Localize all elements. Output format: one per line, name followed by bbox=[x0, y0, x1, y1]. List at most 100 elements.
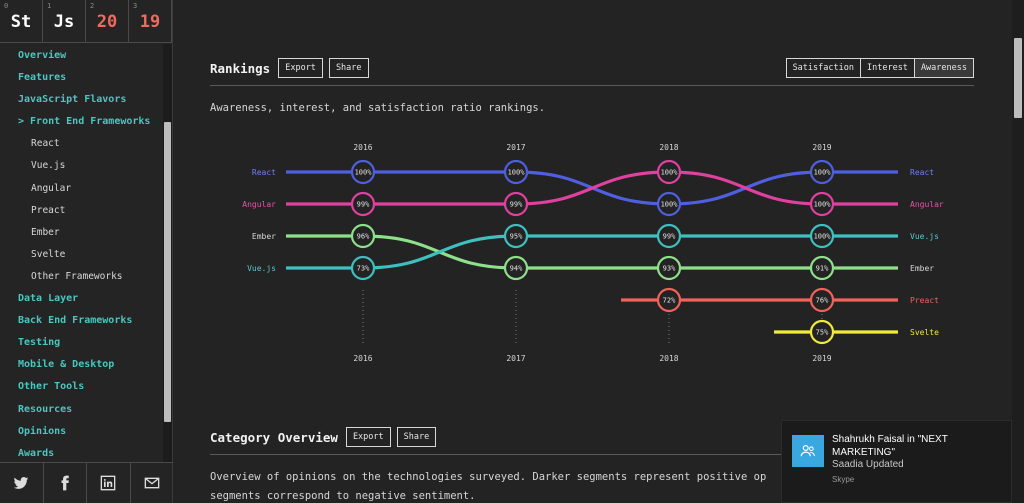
rankings-share-button[interactable]: Share bbox=[328, 58, 369, 78]
rankings-divider bbox=[210, 85, 974, 86]
page-scrollbar[interactable] bbox=[1012, 0, 1024, 503]
year-label-bottom: 2018 bbox=[659, 354, 678, 363]
rankings-header: Rankings Export Share bbox=[210, 58, 375, 78]
sidebar-subitem[interactable]: Ember bbox=[31, 226, 60, 238]
year-label-bottom: 2016 bbox=[353, 354, 372, 363]
rank-value-label: 99% bbox=[663, 233, 676, 241]
logo-cell-text: St bbox=[10, 11, 32, 32]
sidebar-subitem[interactable]: React bbox=[31, 138, 60, 150]
rank-node bbox=[656, 191, 682, 217]
year-label-top: 2016 bbox=[353, 143, 372, 152]
sidebar-item[interactable]: Opinions bbox=[18, 425, 67, 437]
sidebar-item[interactable]: Back End Frameworks bbox=[18, 315, 133, 327]
logo-cell-index: 3 bbox=[133, 2, 138, 10]
year-label-top: 2017 bbox=[506, 143, 525, 152]
rank-value-label: 100% bbox=[661, 201, 679, 209]
rank-node bbox=[350, 191, 376, 217]
facebook-icon bbox=[61, 475, 69, 491]
rank-node bbox=[503, 191, 529, 217]
notification-body: Saadia Updated bbox=[832, 459, 904, 470]
sidebar-scrollbar[interactable] bbox=[163, 44, 172, 462]
sidebar-item[interactable]: Overview bbox=[18, 50, 67, 61]
logo-cell-index: 1 bbox=[47, 2, 52, 10]
category-divider bbox=[210, 454, 974, 455]
rank-value-label: 94% bbox=[510, 265, 523, 273]
rankings-export-button[interactable]: Export bbox=[278, 58, 323, 78]
rank-node bbox=[809, 191, 835, 217]
rank-value-label: 93% bbox=[663, 265, 676, 273]
linkedin-button[interactable] bbox=[87, 463, 131, 503]
sidebar-subitem[interactable]: Other Frameworks bbox=[31, 270, 123, 282]
category-export-button[interactable]: Export bbox=[345, 427, 391, 447]
logo[interactable]: 0 St 1 Js 2 20 3 19 bbox=[0, 0, 172, 43]
rank-node bbox=[503, 223, 529, 249]
logo-cell: 0 St bbox=[0, 0, 43, 43]
notification-app: Skype bbox=[832, 475, 855, 484]
rank-node bbox=[656, 159, 682, 185]
rank-node bbox=[809, 159, 835, 185]
rank-node bbox=[656, 287, 682, 313]
rank-node bbox=[809, 255, 835, 281]
notification-toast[interactable]: Shahrukh Faisal in "NEXT MARKETING" Saad… bbox=[781, 420, 1012, 503]
notification-title: Shahrukh Faisal in "NEXT MARKETING" bbox=[832, 434, 948, 458]
logo-cell-text: 20 bbox=[96, 11, 118, 32]
year-label-top: 2019 bbox=[812, 143, 831, 152]
rank-node bbox=[503, 255, 529, 281]
linkedin-icon bbox=[100, 475, 116, 491]
rank-node bbox=[809, 287, 835, 313]
twitter-button[interactable] bbox=[0, 463, 44, 503]
rank-value-label: 100% bbox=[355, 169, 373, 177]
rank-value-label: 96% bbox=[357, 233, 370, 241]
sidebar-item[interactable]: > Front End Frameworks bbox=[18, 116, 151, 128]
sidebar-item[interactable]: JavaScript Flavors bbox=[18, 94, 127, 106]
rank-value-label: 100% bbox=[814, 201, 832, 209]
sidebar-subitem[interactable]: Svelte bbox=[31, 248, 66, 260]
tab-awareness[interactable]: Awareness bbox=[913, 58, 974, 78]
rank-value-label: 72% bbox=[663, 297, 676, 305]
tab-interest[interactable]: Interest bbox=[859, 58, 914, 78]
rank-value-label: 73% bbox=[357, 265, 370, 273]
sidebar-item[interactable]: Testing bbox=[18, 337, 61, 349]
sidebar-subitem[interactable]: Preact bbox=[31, 204, 66, 216]
rankings-metric-tabs: Satisfaction Interest Awareness bbox=[785, 58, 974, 78]
sidebar-item[interactable]: Mobile & Desktop bbox=[18, 359, 115, 371]
category-header: Category Overview Export Share bbox=[210, 427, 442, 447]
rank-value-label: 100% bbox=[814, 233, 832, 241]
series-label-left: React bbox=[252, 168, 276, 177]
logo-cell-index: 0 bbox=[4, 2, 9, 10]
tab-satisfaction[interactable]: Satisfaction bbox=[785, 58, 860, 78]
email-button[interactable] bbox=[131, 463, 174, 503]
series-line-react bbox=[286, 170, 898, 206]
sidebar-item[interactable]: Other Tools bbox=[18, 381, 85, 393]
series-label-left: Ember bbox=[252, 232, 276, 241]
year-label-bottom: 2017 bbox=[506, 354, 525, 363]
page-scroll-thumb[interactable] bbox=[1014, 38, 1022, 118]
category-description-line1: Overview of opinions on the technologies… bbox=[210, 471, 767, 483]
rankings-description: Awareness, interest, and satisfaction ra… bbox=[210, 102, 546, 114]
rank-node bbox=[350, 255, 376, 281]
series-label-left: Vue.js bbox=[247, 264, 276, 273]
series-label-right: Preact bbox=[910, 296, 939, 305]
sidebar-item[interactable]: Features bbox=[18, 72, 67, 84]
logo-cell-text: Js bbox=[53, 11, 75, 32]
facebook-button[interactable] bbox=[44, 463, 87, 503]
logo-cell-index: 2 bbox=[90, 2, 95, 10]
sidebar-item[interactable]: Awards bbox=[18, 447, 55, 459]
series-label-right: React bbox=[910, 168, 934, 177]
rank-value-label: 95% bbox=[510, 233, 523, 241]
sidebar-subitem[interactable]: Vue.js bbox=[31, 160, 66, 172]
logo-cell: 1 Js bbox=[43, 0, 86, 43]
category-description-line2: segments correspond to negative sentimen… bbox=[210, 490, 476, 502]
sidebar-item[interactable]: Resources bbox=[18, 403, 73, 415]
series-line-ember bbox=[286, 234, 898, 270]
rank-node bbox=[809, 319, 835, 345]
series-line-vuejs bbox=[286, 234, 898, 270]
people-icon bbox=[792, 435, 824, 467]
category-share-button[interactable]: Share bbox=[396, 427, 437, 447]
sidebar-scroll-thumb[interactable] bbox=[164, 122, 171, 422]
rank-value-label: 75% bbox=[816, 329, 829, 337]
rank-value-label: 100% bbox=[661, 169, 679, 177]
sidebar-subitem[interactable]: Angular bbox=[31, 182, 72, 194]
sidebar-item[interactable]: Data Layer bbox=[18, 293, 79, 305]
series-label-right: Angular bbox=[910, 200, 944, 209]
